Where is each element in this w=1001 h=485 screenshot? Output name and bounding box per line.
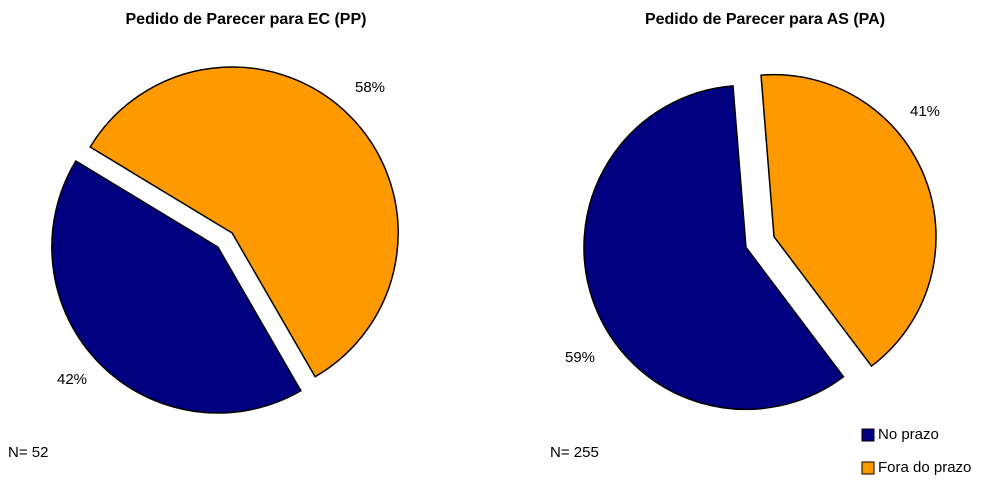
legend-swatch bbox=[861, 461, 875, 475]
data-label: 59% bbox=[565, 349, 595, 366]
data-label: 58% bbox=[355, 79, 385, 96]
pie-slice bbox=[89, 66, 399, 378]
annotation: N= 52 bbox=[8, 444, 48, 461]
pie-slice bbox=[760, 73, 937, 368]
legend-swatch bbox=[861, 428, 875, 442]
chart-title: Pedido de Parecer para EC (PP) bbox=[126, 11, 367, 28]
pie-slice bbox=[583, 85, 845, 411]
data-label: 42% bbox=[57, 371, 87, 388]
legend-label: Fora do prazo bbox=[878, 459, 971, 476]
pie-slice bbox=[51, 159, 302, 414]
legend-label: No prazo bbox=[878, 426, 939, 443]
data-label: 41% bbox=[910, 103, 940, 120]
chart-title: Pedido de Parecer para AS (PA) bbox=[645, 11, 885, 28]
annotation: N= 255 bbox=[550, 444, 599, 461]
